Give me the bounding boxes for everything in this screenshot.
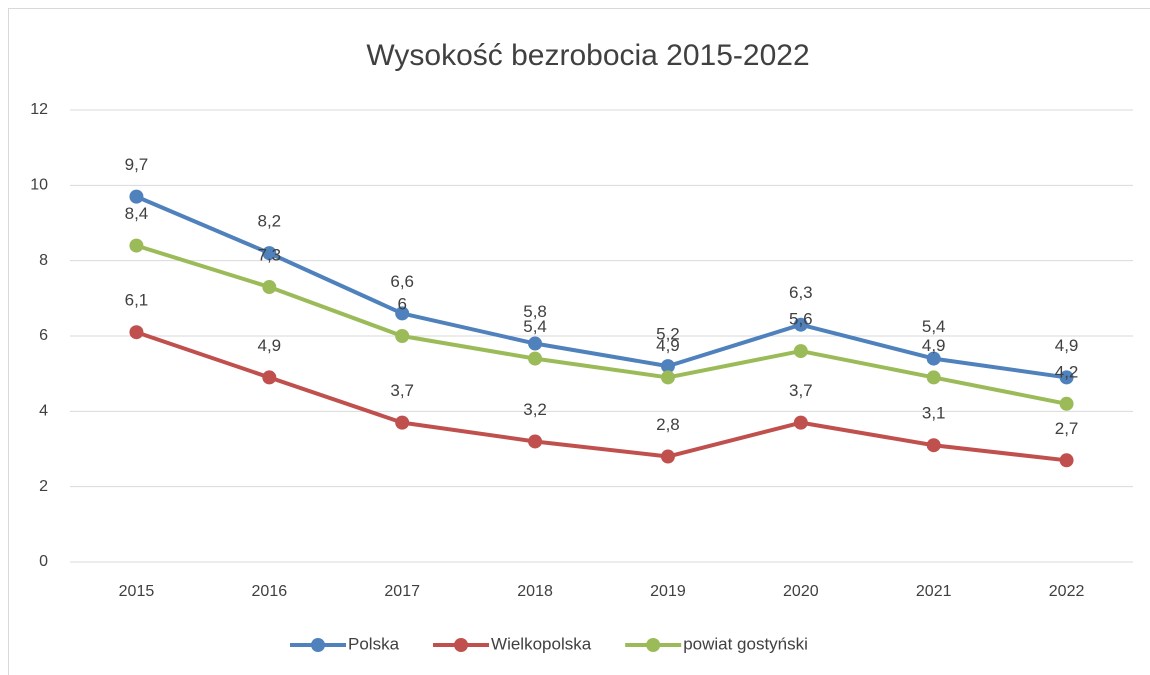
x-tick-label: 2016: [252, 583, 288, 600]
legend-marker: [311, 638, 325, 652]
data-label: 8,4: [125, 204, 149, 223]
data-label: 3,7: [789, 381, 813, 400]
y-tick-label: 10: [30, 177, 48, 194]
data-label: 6,1: [125, 291, 149, 310]
data-point: [793, 415, 808, 430]
y-tick-label: 2: [39, 478, 48, 495]
data-point: [528, 434, 543, 449]
data-label: 4,2: [1055, 362, 1079, 381]
data-label: 3,1: [922, 404, 946, 423]
y-tick-label: 8: [39, 252, 48, 269]
data-label: 3,2: [523, 400, 547, 419]
legend-marker: [454, 638, 469, 652]
data-point: [1059, 396, 1074, 411]
data-label: 4,9: [257, 336, 281, 355]
data-label: 2,7: [1055, 419, 1079, 438]
data-label: 4,9: [656, 336, 680, 355]
data-point: [1059, 370, 1074, 385]
x-tick-label: 2020: [783, 583, 819, 600]
x-tick-label: 2018: [517, 583, 553, 600]
data-point: [793, 344, 808, 359]
x-tick-label: 2019: [650, 583, 686, 600]
data-point: [528, 351, 543, 366]
data-point: [262, 280, 277, 295]
series-line: [135, 194, 1067, 380]
data-point: [1059, 453, 1074, 468]
legend-marker: [646, 638, 661, 652]
data-label: 4,9: [1055, 336, 1079, 355]
data-label: 5,8: [523, 302, 547, 321]
legend-label: Wielkopolska: [491, 634, 592, 653]
data-point: [660, 449, 675, 464]
y-tick-label: 12: [30, 101, 48, 118]
data-point: [395, 329, 410, 343]
chart-title: Wysokość bezrobocia 2015-2022: [366, 39, 809, 72]
data-point: [926, 351, 941, 366]
data-point: [395, 306, 410, 321]
data-point: [793, 317, 808, 332]
chart-border: [8, 8, 1150, 675]
x-tick-label: 2017: [384, 583, 420, 600]
x-tick-label: 2022: [1049, 583, 1085, 600]
data-label: 5,4: [922, 317, 946, 336]
y-tick-label: 6: [39, 327, 48, 344]
data-label: 9,7: [125, 155, 149, 174]
data-label: 6,6: [390, 272, 414, 291]
data-label: 7,3: [257, 246, 281, 265]
data-point: [660, 359, 675, 374]
series-line: [135, 330, 1067, 463]
data-label: 5,2: [656, 325, 680, 344]
data-point: [660, 370, 675, 385]
data-point: [129, 325, 144, 340]
data-label: 3,7: [390, 381, 414, 400]
y-tick-label: 0: [39, 553, 48, 570]
data-point: [395, 415, 410, 430]
x-tick-label: 2021: [916, 583, 952, 600]
y-tick-label: 4: [39, 403, 48, 420]
data-point: [528, 336, 543, 351]
data-label: 4,9: [922, 336, 946, 355]
x-tick-label: 2015: [119, 583, 155, 600]
data-label: 5,6: [789, 310, 813, 329]
data-point: [926, 370, 941, 385]
data-point: [262, 370, 277, 385]
data-point: [129, 189, 144, 204]
data-label: 8,2: [257, 212, 281, 231]
data-label: 5,4: [523, 317, 547, 336]
data-point: [926, 438, 941, 453]
data-label: 2,8: [656, 415, 680, 434]
data-point: [129, 238, 144, 253]
series-line: [135, 243, 1067, 406]
data-point: [262, 246, 277, 261]
data-label: 6,3: [789, 283, 813, 302]
legend-label: powiat gostyński: [683, 634, 808, 653]
legend-label: Polska: [348, 634, 400, 653]
data-label: 6: [397, 294, 406, 313]
